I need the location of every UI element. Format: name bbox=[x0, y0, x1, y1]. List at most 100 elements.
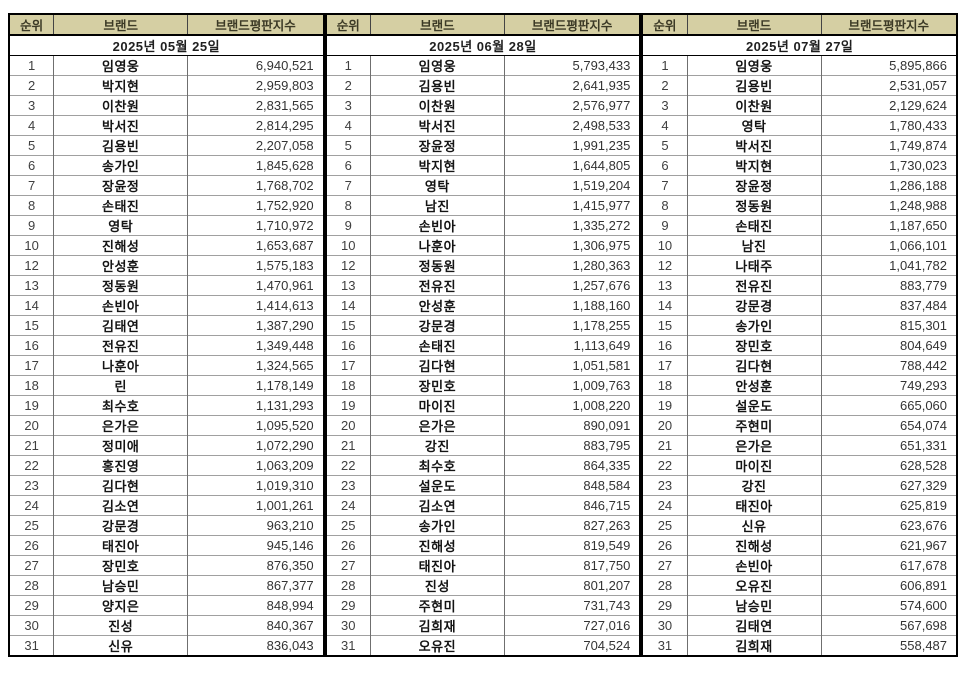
rank-cell: 5 bbox=[325, 135, 371, 156]
rank-cell: 12 bbox=[642, 255, 688, 276]
rank-cell: 17 bbox=[642, 355, 688, 376]
brand-cell: 손태진 bbox=[686, 215, 822, 236]
table-row: 2 박지현 2,959,803 bbox=[9, 75, 324, 96]
table-row: 3 이찬원 2,576,977 bbox=[325, 95, 641, 116]
table-body-july: 1 임영웅 5,895,866 2 김용빈 2,531,057 3 이찬원 2,129,624 4… bbox=[642, 55, 958, 656]
table-row: 19 마이진 1,008,220 bbox=[325, 395, 641, 416]
index-cell: 883,795 bbox=[503, 435, 641, 456]
index-cell: 840,367 bbox=[187, 615, 324, 636]
index-cell: 2,531,057 bbox=[820, 75, 958, 96]
rank-cell: 30 bbox=[9, 615, 54, 636]
index-cell: 1,051,581 bbox=[503, 355, 641, 376]
table-row: 20 은가은 890,091 bbox=[325, 415, 641, 436]
index-cell: 727,016 bbox=[503, 615, 641, 636]
rank-cell: 12 bbox=[325, 255, 371, 276]
index-cell: 1,095,520 bbox=[187, 415, 324, 436]
table-date: 2025년 06월 28일 bbox=[325, 35, 641, 56]
column-header-rank: 순위 bbox=[642, 14, 688, 36]
index-cell: 815,301 bbox=[820, 315, 958, 336]
table-row: 30 김태연 567,698 bbox=[642, 615, 958, 636]
index-cell: 819,549 bbox=[503, 535, 641, 556]
index-cell: 1,752,920 bbox=[187, 195, 324, 216]
brand-cell: 박서진 bbox=[53, 115, 188, 136]
brand-cell: 전유진 bbox=[53, 335, 188, 356]
table-row: 21 정미애 1,072,290 bbox=[9, 435, 324, 456]
table-row: 17 나훈아 1,324,565 bbox=[9, 355, 324, 376]
brand-cell: 린 bbox=[53, 375, 188, 396]
index-cell: 1,644,805 bbox=[503, 155, 641, 176]
brand-cell: 은가은 bbox=[686, 435, 822, 456]
brand-cell: 임영웅 bbox=[53, 55, 188, 76]
table-row: 7 영탁 1,519,204 bbox=[325, 175, 641, 196]
table-row: 13 전유진 883,779 bbox=[642, 275, 958, 296]
rank-cell: 21 bbox=[9, 435, 54, 456]
brand-cell: 남승민 bbox=[686, 595, 822, 616]
brand-cell: 진성 bbox=[53, 615, 188, 636]
ranking-table-june: 2025년 06월 28일 순위 브랜드 브랜드평판지수 1 임영웅 5,793,4… bbox=[324, 13, 642, 657]
column-header-row: 순위 브랜드 브랜드평판지수 bbox=[9, 14, 324, 36]
brand-cell: 김다현 bbox=[369, 355, 505, 376]
brand-cell: 설운도 bbox=[369, 475, 505, 496]
table-row: 7 장윤정 1,286,188 bbox=[642, 175, 958, 196]
brand-cell: 장민호 bbox=[369, 375, 505, 396]
table-row: 14 안성훈 1,188,160 bbox=[325, 295, 641, 316]
brand-cell: 영탁 bbox=[53, 215, 188, 236]
brand-cell: 안성훈 bbox=[369, 295, 505, 316]
rank-cell: 13 bbox=[9, 275, 54, 296]
index-cell: 837,484 bbox=[820, 295, 958, 316]
index-cell: 606,891 bbox=[820, 575, 958, 596]
index-cell: 890,091 bbox=[503, 415, 641, 436]
table-row: 12 정동원 1,280,363 bbox=[325, 255, 641, 276]
brand-cell: 장민호 bbox=[53, 555, 188, 576]
index-cell: 1,178,149 bbox=[187, 375, 324, 396]
brand-cell: 태진아 bbox=[369, 555, 505, 576]
column-header-brand: 브랜드 bbox=[53, 14, 188, 36]
index-cell: 1,845,628 bbox=[187, 155, 324, 176]
column-header-index: 브랜드평판지수 bbox=[503, 14, 641, 36]
index-cell: 1,072,290 bbox=[187, 435, 324, 456]
brand-cell: 나훈아 bbox=[53, 355, 188, 376]
brand-cell: 김소연 bbox=[369, 495, 505, 516]
rank-cell: 3 bbox=[642, 95, 688, 116]
index-cell: 848,584 bbox=[503, 475, 641, 496]
table-row: 24 김소연 846,715 bbox=[325, 495, 641, 516]
table-row: 20 은가은 1,095,520 bbox=[9, 415, 324, 436]
rank-cell: 3 bbox=[325, 95, 371, 116]
table-row: 29 양지은 848,994 bbox=[9, 595, 324, 616]
table-row: 2 김용빈 2,641,935 bbox=[325, 75, 641, 96]
table-row: 1 임영웅 5,793,433 bbox=[325, 55, 641, 76]
brand-cell: 안성훈 bbox=[686, 375, 822, 396]
index-cell: 876,350 bbox=[187, 555, 324, 576]
rank-cell: 16 bbox=[9, 335, 54, 356]
table-row: 4 영탁 1,780,433 bbox=[642, 115, 958, 136]
monthly-tables-container: 2025년 05월 25일 순위 브랜드 브랜드평판지수 1 임영웅 6,940,5… bbox=[8, 13, 959, 657]
rank-cell: 24 bbox=[642, 495, 688, 516]
rank-cell: 18 bbox=[642, 375, 688, 396]
brand-cell: 김다현 bbox=[53, 475, 188, 496]
table-row: 18 장민호 1,009,763 bbox=[325, 375, 641, 396]
index-cell: 1,710,972 bbox=[187, 215, 324, 236]
rank-cell: 2 bbox=[325, 75, 371, 96]
brand-cell: 정동원 bbox=[53, 275, 188, 296]
rank-cell: 24 bbox=[9, 495, 54, 516]
brand-cell: 강진 bbox=[369, 435, 505, 456]
rank-cell: 8 bbox=[9, 195, 54, 216]
brand-cell: 김용빈 bbox=[53, 135, 188, 156]
index-cell: 827,263 bbox=[503, 515, 641, 536]
table-row: 27 장민호 876,350 bbox=[9, 555, 324, 576]
table-row: 27 태진아 817,750 bbox=[325, 555, 641, 576]
rank-cell: 27 bbox=[325, 555, 371, 576]
index-cell: 1,188,160 bbox=[503, 295, 641, 316]
rank-cell: 28 bbox=[9, 575, 54, 596]
brand-cell: 최수호 bbox=[53, 395, 188, 416]
rank-cell: 18 bbox=[9, 375, 54, 396]
brand-cell: 손태진 bbox=[369, 335, 505, 356]
table-row: 9 손태진 1,187,650 bbox=[642, 215, 958, 236]
index-cell: 1,991,235 bbox=[503, 135, 641, 156]
rank-cell: 17 bbox=[325, 355, 371, 376]
brand-cell: 김용빈 bbox=[369, 75, 505, 96]
rank-cell: 1 bbox=[325, 55, 371, 76]
brand-cell: 박지현 bbox=[686, 155, 822, 176]
rank-cell: 7 bbox=[9, 175, 54, 196]
rank-cell: 8 bbox=[642, 195, 688, 216]
